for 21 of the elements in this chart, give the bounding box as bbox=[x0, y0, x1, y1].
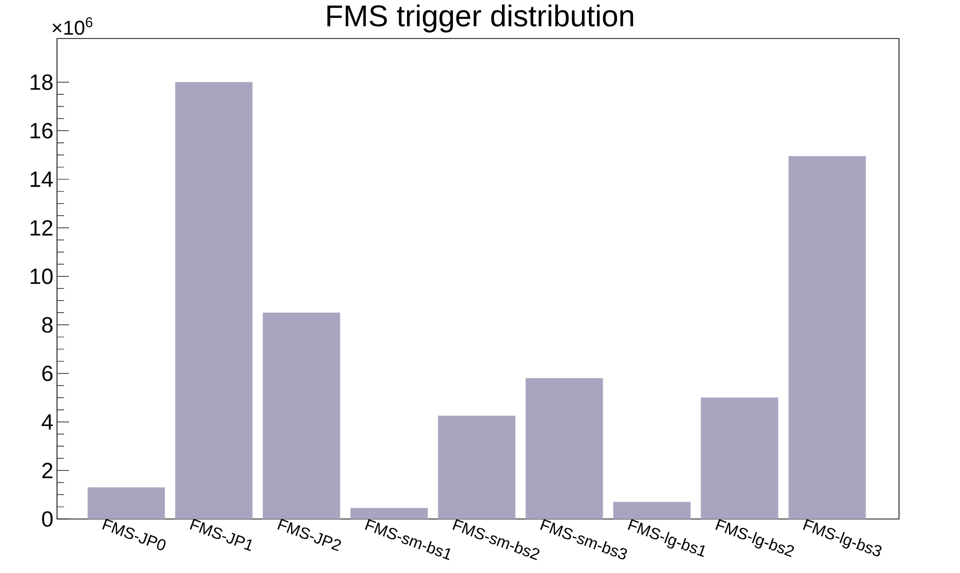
bar bbox=[526, 378, 604, 519]
y-tick-label: 6 bbox=[42, 366, 53, 382]
y-tick-label: 8 bbox=[42, 317, 53, 333]
text: ×10$^{6}$ bbox=[52, 17, 92, 35]
y-tick-label: 18 bbox=[30, 74, 53, 90]
bar bbox=[350, 508, 428, 519]
y-tick-label: 4 bbox=[42, 414, 53, 430]
y-tick-label: 2 bbox=[42, 462, 52, 478]
y-tick-label: 10 bbox=[30, 268, 53, 284]
y-tick-label: 12 bbox=[30, 220, 52, 236]
bar bbox=[788, 156, 866, 519]
bar bbox=[613, 502, 691, 519]
bar bbox=[87, 487, 165, 519]
bar bbox=[262, 312, 340, 519]
bar bbox=[700, 397, 778, 519]
y-tick-label: 0 bbox=[42, 511, 53, 527]
y-tick-label: 14 bbox=[30, 172, 53, 187]
chart-title: FMS trigger distribution bbox=[327, 4, 634, 32]
bar bbox=[438, 416, 516, 519]
bar bbox=[175, 82, 253, 519]
y-tick-label: 16 bbox=[30, 122, 53, 139]
